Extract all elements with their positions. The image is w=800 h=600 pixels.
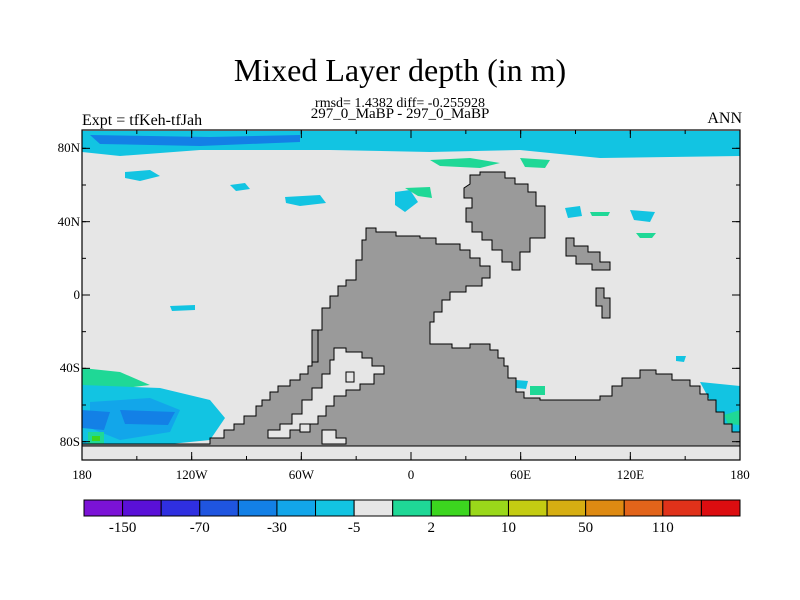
- experiment-label: Expt = tfKeh-tfJah: [82, 112, 203, 129]
- colorbar-swatch: [237, 499, 278, 517]
- shading-patch: [395, 190, 418, 212]
- axis-ticks: [81, 130, 741, 460]
- lat-tick-label: 40S: [59, 360, 80, 376]
- colorbar-swatch: [392, 499, 432, 517]
- shading-patch: [565, 206, 582, 218]
- shading-patch: [92, 436, 100, 441]
- colorbar-swatch: [469, 499, 509, 517]
- land-polygon: [565, 237, 611, 271]
- shading-patch: [724, 410, 740, 425]
- colorbar-swatch: [507, 499, 548, 517]
- shading-patch: [120, 410, 175, 425]
- shading-patch: [516, 380, 528, 389]
- plot-title: Mixed Layer depth (in m): [233, 52, 567, 88]
- shading-patch: [125, 170, 160, 181]
- stats-line: rmsd= 1.4382 diff= -0.255928: [315, 96, 485, 111]
- shading-patch: [520, 158, 550, 168]
- shading-patch: [590, 212, 610, 216]
- lon-tick-label: 180: [730, 467, 750, 482]
- land-polygon: [311, 329, 319, 363]
- colorbar-label: 50: [578, 520, 594, 536]
- shading-patch: [676, 356, 686, 362]
- lon-tick-label: 120W: [175, 467, 208, 482]
- ocean-inlet: [267, 347, 385, 439]
- lat-tick-label: 0: [73, 287, 81, 302]
- colorbar-swatch: [430, 499, 471, 517]
- colorbar-swatch: [315, 499, 355, 517]
- colorbar-swatch: [585, 499, 625, 517]
- lat-tick-label: 80S: [59, 433, 80, 449]
- shading-patch: [430, 158, 500, 168]
- lat-tick-label: 80N: [57, 140, 80, 156]
- lon-tick-label: 120E: [616, 467, 645, 482]
- colorbar: [83, 499, 741, 517]
- plot-subtitle: 297_0_MaBP - 297_0_MaBP: [310, 106, 490, 122]
- colorbar-label: 2: [427, 520, 436, 536]
- colorbar-label: 10: [500, 520, 516, 536]
- ocean-inlet: [299, 423, 311, 433]
- ocean-inlet: [345, 371, 355, 383]
- land-mask: [81, 171, 741, 447]
- colorbar-swatch: [623, 499, 664, 517]
- colorbar-label: -30: [266, 520, 287, 536]
- colorbar-swatch: [276, 499, 317, 517]
- ocean-inlet: [321, 429, 347, 445]
- shading-patch: [170, 305, 195, 311]
- colorbar-swatch: [662, 499, 702, 517]
- shading-patch: [82, 410, 110, 430]
- shading-patch: [530, 386, 545, 395]
- colorbar-swatch: [160, 499, 201, 517]
- lon-tick-label: 0: [407, 467, 415, 482]
- shading-patch: [405, 187, 432, 198]
- shading-patch: [230, 183, 250, 191]
- season-label: ANN: [707, 110, 742, 127]
- colorbar-label: 110: [651, 520, 674, 536]
- colorbar-swatch: [700, 499, 741, 517]
- colorbar-swatch: [122, 499, 162, 517]
- colorbar-label: -5: [347, 520, 361, 536]
- lon-tick-label: 60W: [288, 467, 314, 482]
- shading-patch: [630, 210, 655, 222]
- shading-patch: [90, 135, 300, 146]
- colorbar-label: -70: [189, 520, 210, 536]
- shading-patch: [636, 233, 656, 238]
- colorbar-label: -150: [108, 520, 137, 536]
- colorbar-swatch: [353, 499, 394, 517]
- colorbar-swatch: [199, 499, 239, 517]
- land-polygon: [81, 227, 741, 447]
- lat-tick-label: 40N: [57, 213, 80, 229]
- lon-tick-label: 60E: [510, 467, 532, 482]
- land-polygon: [463, 171, 546, 271]
- lon-tick-label: 180: [72, 467, 92, 482]
- colorbar-swatch: [546, 499, 587, 517]
- land-polygon: [595, 287, 611, 319]
- shading-patch: [285, 195, 326, 206]
- colorbar-swatch: [83, 499, 124, 517]
